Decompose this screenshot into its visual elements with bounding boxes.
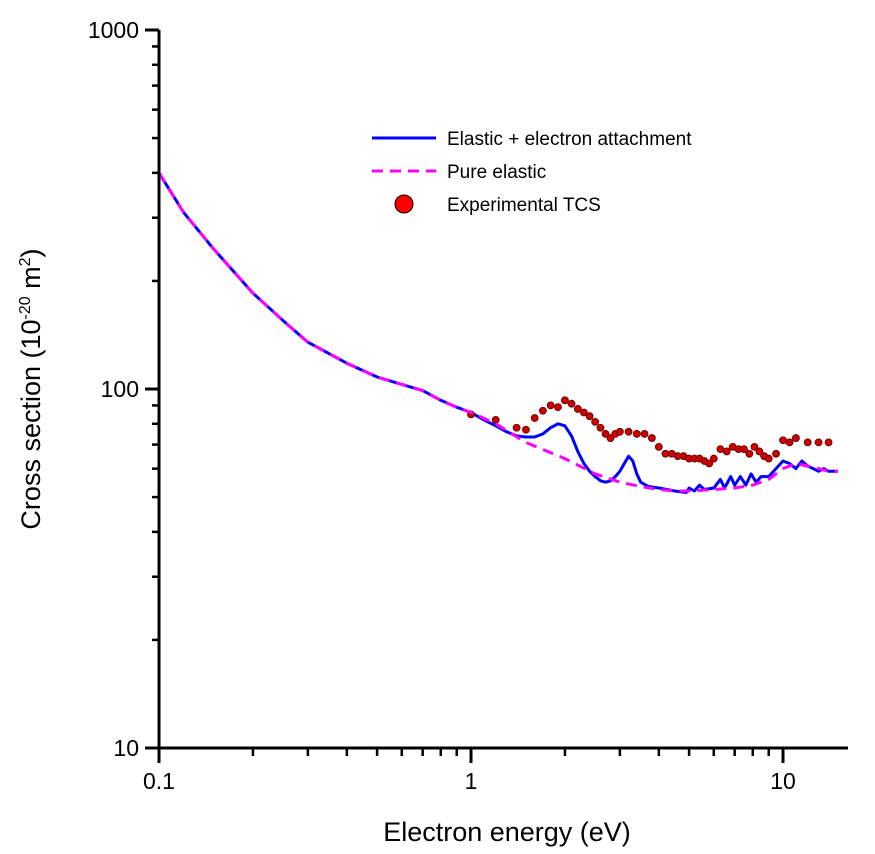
- experimental-tcs-point: [803, 438, 812, 447]
- y-tick-label: 100: [101, 376, 139, 402]
- experimental-tcs-point: [709, 454, 718, 463]
- experimental-tcs-point: [647, 434, 656, 442]
- experimental-tcs-point: [745, 449, 754, 458]
- axes: 10 100 1000 0.1 1 10: [88, 17, 848, 794]
- experimental-tcs-point: [512, 423, 521, 432]
- legend-marker-experimental: [394, 194, 414, 214]
- experimental-tcs-point: [561, 396, 569, 405]
- experimental-tcs-point: [654, 442, 663, 451]
- x-axis-label: Electron energy (eV): [383, 817, 631, 847]
- experimental-tcs-point: [573, 405, 582, 413]
- experimental-tcs-point: [705, 459, 714, 468]
- experimental-tcs-point: [740, 445, 748, 454]
- legend-label-elastic-attachment: Elastic + electron attachment: [447, 129, 692, 150]
- experimental-tcs-point: [750, 442, 759, 451]
- experimental-tcs-point: [530, 414, 539, 422]
- experimental-tcs-point: [615, 427, 624, 436]
- experimental-tcs-point: [814, 438, 823, 447]
- experimental-tcs-point: [596, 423, 605, 432]
- experimental-tcs-point: [755, 447, 764, 456]
- experimental-tcs-point: [585, 412, 594, 421]
- legend-label-pure-elastic: Pure elastic: [447, 162, 546, 183]
- experimental-tcs-point: [792, 434, 800, 442]
- x-tick-label: 10: [770, 768, 796, 794]
- experimental-tcs-point: [785, 438, 794, 447]
- experimental-tcs-point: [640, 429, 649, 438]
- x-tick-label: 0.1: [143, 768, 175, 794]
- legend-label-experimental: Experimental TCS: [447, 195, 601, 216]
- experimental-tcs-point: [491, 416, 500, 424]
- experimental-tcs-point: [546, 401, 555, 410]
- experimental-tcs-point: [591, 417, 600, 426]
- x-tick-label: 1: [465, 768, 478, 794]
- experimental-tcs-point: [772, 449, 780, 458]
- legend: Elastic + electron attachment Pure elast…: [372, 129, 692, 216]
- plot-area: [157, 172, 838, 494]
- experimental-tcs-point: [579, 408, 588, 417]
- series-line-pure-elastic: [157, 172, 838, 493]
- experimental-tcs-point: [554, 403, 562, 412]
- experimental-tcs-point: [539, 406, 547, 415]
- experimental-tcs-point: [722, 447, 731, 456]
- y-axis-label: Cross section (10-20 m2): [16, 248, 46, 529]
- experimental-tcs-point: [522, 425, 530, 434]
- experimental-tcs-point: [567, 399, 576, 408]
- experimental-tcs-point: [764, 454, 773, 463]
- y-tick-label: 10: [113, 735, 139, 761]
- experimental-tcs-point: [632, 429, 641, 438]
- experimental-tcs-point: [624, 427, 633, 436]
- experimental-tcs-point: [824, 438, 833, 447]
- experimental-tcs-point: [779, 436, 787, 445]
- series-line-elastic-attachment: [157, 172, 838, 494]
- y-tick-label: 1000: [88, 17, 139, 43]
- experimental-tcs-point: [601, 429, 610, 438]
